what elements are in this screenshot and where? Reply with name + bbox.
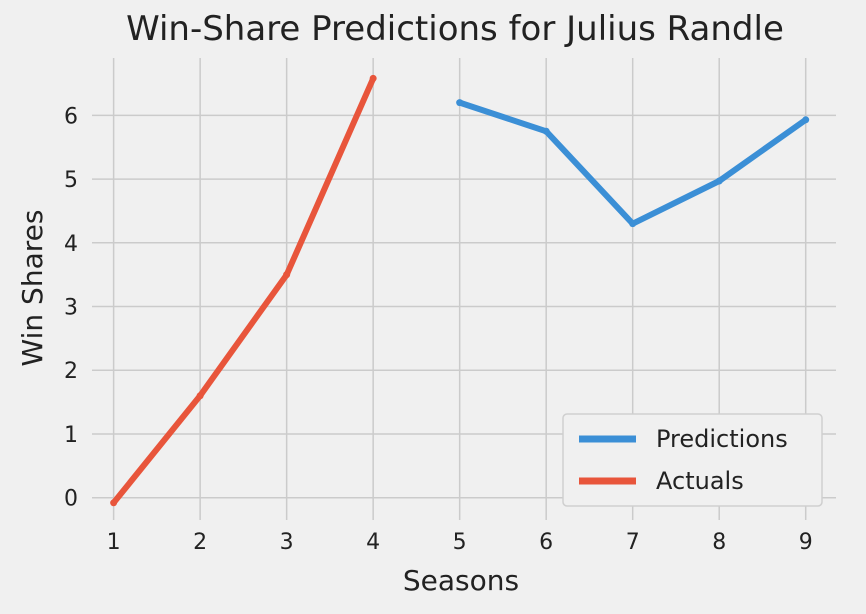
legend-label-predictions: Predictions [656, 425, 788, 453]
data-point-actuals [110, 499, 118, 507]
y-tick-label: 2 [64, 359, 78, 384]
data-point-predictions [802, 116, 810, 124]
data-point-predictions [456, 99, 464, 107]
x-tick-label: 5 [453, 530, 467, 555]
data-point-predictions [715, 177, 723, 185]
y-tick-label: 0 [64, 487, 78, 512]
x-tick-label: 9 [799, 530, 813, 555]
series-line-actuals [110, 75, 377, 506]
data-point-actuals [196, 392, 204, 400]
y-tick-label: 4 [64, 232, 78, 257]
x-tick-label: 3 [280, 530, 294, 555]
legend-label-actuals: Actuals [656, 467, 744, 495]
x-tick-label: 1 [107, 530, 121, 555]
y-tick-label: 6 [64, 104, 78, 129]
chart-title: Win-Share Predictions for Julius Randle [126, 9, 784, 49]
x-tick-label: 7 [626, 530, 640, 555]
series-layer [110, 74, 810, 507]
x-tick-label: 8 [712, 530, 726, 555]
y-tick-label: 5 [64, 168, 78, 193]
x-axis-label: Seasons [403, 564, 519, 597]
data-point-predictions [542, 127, 550, 135]
y-tick-labels: 0 1 2 3 4 5 6 [64, 104, 78, 511]
legend: Predictions Actuals [562, 413, 823, 507]
y-tick-label: 1 [64, 423, 78, 448]
data-point-actuals [283, 271, 291, 279]
x-tick-label: 4 [366, 530, 380, 555]
data-point-actuals [369, 74, 377, 82]
data-point-predictions [629, 220, 637, 228]
y-tick-label: 3 [64, 296, 78, 321]
x-tick-labels: 1 2 3 4 5 6 7 8 9 [107, 530, 813, 555]
x-tick-label: 6 [539, 530, 553, 555]
x-tick-label: 2 [193, 530, 207, 555]
y-axis-label: Win Shares [16, 210, 49, 367]
